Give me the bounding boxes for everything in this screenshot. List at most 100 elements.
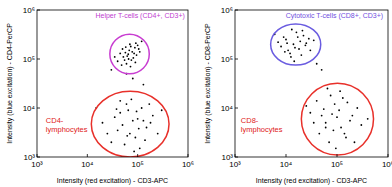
tick-label: 10⁶ [221,6,233,15]
plot-area [91,34,169,157]
point [157,133,159,135]
point [325,127,327,129]
point [304,44,306,46]
point [133,53,135,55]
point [122,56,124,58]
point [313,39,315,41]
point [342,97,344,99]
point [122,48,124,50]
tick [235,157,238,158]
gate [271,24,321,65]
point [309,112,311,114]
tick [37,154,38,157]
annotation: Cytotoxic T-cells (CD8+, CD3+) [286,12,384,20]
tick-label: 10⁶ [23,6,35,15]
annotation: CD8- [241,116,259,125]
tick-label: 10⁴ [23,104,36,113]
point [119,53,121,55]
point [127,53,129,55]
point [141,40,143,42]
point [344,133,346,135]
point [318,133,320,135]
tick-label: 10⁵ [23,55,35,64]
point [124,144,126,146]
point [126,55,128,57]
panel: 10³10⁴10⁵10⁶10³10⁴10⁵10⁶Intensity (red e… [204,6,392,185]
tick [137,154,138,157]
figure: 10³10⁴10⁵10⁶10³10⁴10⁵10⁶Intensity (red e… [0,0,392,187]
tick-label: 10⁴ [221,104,234,113]
point [360,124,362,126]
point [356,107,358,109]
panel: 10³10⁴10⁵10⁶10³10⁴10⁵10⁶Intensity (red e… [6,6,194,185]
point [277,41,279,43]
point [110,141,112,143]
point [313,122,315,124]
point [293,60,295,62]
point [321,69,323,71]
point [286,42,288,44]
point [334,103,336,105]
point [127,109,129,111]
point [126,63,128,65]
tick [37,59,40,60]
point [299,40,301,42]
tick [235,59,238,60]
point [143,120,145,122]
point [132,78,134,80]
point [285,39,287,41]
tick-label: 10⁵ [331,160,343,169]
y-axis-label: Intensity (blue excitation) - CD8-PerCP [204,23,212,144]
tick-label: 10³ [221,153,233,162]
point [340,127,342,129]
tick [188,154,189,157]
point [148,103,150,105]
point [132,120,134,122]
point [328,141,330,143]
point [131,51,133,53]
point [291,29,293,31]
tick [235,108,238,109]
point [336,116,338,118]
point [308,38,310,40]
annotation: lymphocytes [241,125,283,134]
point [290,56,292,58]
point [135,42,137,44]
tick-label: 10⁵ [221,55,233,64]
point [114,56,116,58]
point [136,111,138,113]
plot-area [271,24,374,155]
tick [235,154,236,157]
tick-label: 10⁶ [182,160,194,169]
point [305,105,307,107]
point [287,49,289,51]
point [114,116,116,118]
point [110,69,112,71]
tick [87,154,88,157]
point [325,122,327,124]
tick [388,154,389,157]
point [152,115,154,117]
point [283,36,285,38]
point [144,139,146,141]
point [130,46,132,48]
point [130,98,132,100]
point [119,112,121,114]
point [136,54,138,56]
point [106,133,108,135]
point [305,42,307,44]
y-axis-label: Intensity (blue excitation) - CD4-PerCP [6,23,14,144]
point [134,47,136,49]
point [150,122,152,124]
point [139,51,141,53]
point [335,147,337,149]
frame [235,10,388,157]
point [316,100,318,102]
point [303,35,305,37]
point [133,151,135,153]
point [130,59,132,61]
point [300,54,302,56]
point [316,63,318,65]
gate [91,91,169,157]
tick [286,154,287,157]
